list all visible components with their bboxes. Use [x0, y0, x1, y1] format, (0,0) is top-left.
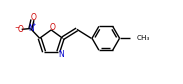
Text: CH₃: CH₃: [136, 35, 150, 41]
Text: N: N: [58, 50, 64, 59]
Text: −: −: [14, 24, 19, 29]
Text: +: +: [32, 22, 36, 27]
Text: O: O: [18, 25, 24, 34]
Text: O: O: [50, 23, 56, 32]
Text: N: N: [28, 24, 34, 33]
Text: O: O: [30, 13, 36, 22]
